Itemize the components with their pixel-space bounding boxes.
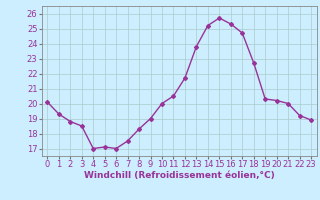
X-axis label: Windchill (Refroidissement éolien,°C): Windchill (Refroidissement éolien,°C) bbox=[84, 171, 275, 180]
